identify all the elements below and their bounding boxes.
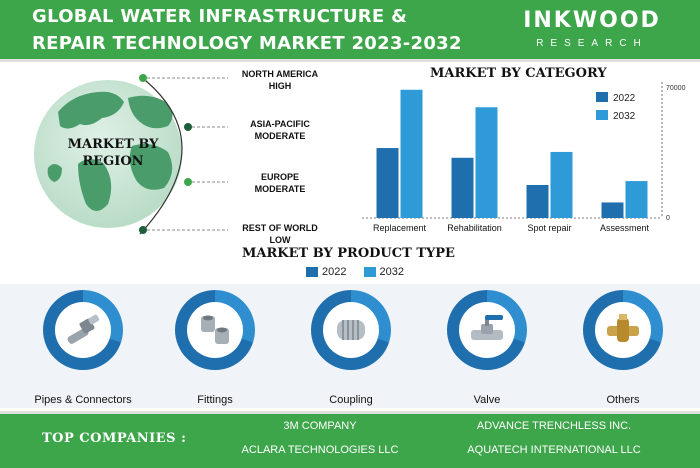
- x-tick-label: Spot repair: [527, 223, 571, 233]
- legend-label: 2032: [379, 266, 405, 279]
- brass-fitting-icon: [607, 314, 639, 342]
- product-fittings: Fittings: [160, 290, 270, 410]
- region-section-title: MARKET BY REGION: [58, 136, 168, 170]
- product-donut: [43, 290, 123, 370]
- x-tick-label: Assessment: [600, 223, 650, 233]
- brand-logo-name: INKWOOD: [523, 8, 661, 33]
- legend-swatch-2022: [596, 92, 608, 102]
- bar-2022-3: [601, 202, 624, 218]
- bar-2022-0: [376, 148, 399, 218]
- company-3m: 3M COMPANY: [283, 420, 357, 432]
- top-companies-title: TOP COMPANIES :: [42, 431, 187, 446]
- legend-swatch-2032: [596, 110, 608, 120]
- region-label-asia-pacific: ASIA-PACIFIC MODERATE: [210, 118, 350, 142]
- donut-hole: [459, 302, 515, 358]
- bar-2032-0: [400, 89, 423, 219]
- top-companies-footer: TOP COMPANIES : 3M COMPANY ADVANCE TRENC…: [0, 411, 700, 468]
- company-aquatech: AQUATECH INTERNATIONAL LLC: [467, 444, 641, 456]
- donut-hole: [55, 302, 111, 358]
- product-donut: [175, 290, 255, 370]
- donut-hole: [187, 302, 243, 358]
- company-advance-trenchless: ADVANCE TRENCHLESS INC.: [476, 420, 632, 432]
- region-label-rest-of-world: REST OF WORLD LOW: [210, 222, 350, 246]
- pipe-connector-icon: [67, 314, 100, 344]
- product-donut: [447, 290, 527, 370]
- fittings-icon: [201, 315, 229, 344]
- brand-logo-subtitle: RESEARCH: [536, 38, 648, 49]
- coupling-icon: [337, 320, 365, 340]
- product-valve: Valve: [432, 290, 542, 410]
- legend-label-2032: 2032: [613, 111, 636, 122]
- product-others: Others: [568, 290, 678, 410]
- donut-hole: [323, 302, 379, 358]
- region-name: REST OF WORLD: [242, 223, 318, 233]
- product-label: Others: [606, 394, 640, 406]
- x-tick-label: Rehabilitation: [447, 223, 502, 233]
- category-chart-title: MARKET BY CATEGORY: [430, 66, 607, 81]
- product-label: Coupling: [329, 394, 373, 406]
- region-level: MODERATE: [254, 131, 306, 141]
- bar-2022-1: [451, 157, 474, 218]
- product-legend-item-2032: 2032: [363, 266, 405, 279]
- product-label: Valve: [473, 394, 501, 406]
- title-line-1: GLOBAL WATER INFRASTRUCTURE &: [32, 6, 408, 27]
- bar-2032-1: [475, 107, 498, 218]
- bar-2032-2: [550, 151, 573, 218]
- product-coupling: Coupling: [296, 290, 406, 410]
- product-legend: 2022 2032: [306, 266, 418, 278]
- region-label-north-america: NORTH AMERICA HIGH: [210, 68, 350, 92]
- title-line-2: REPAIR TECHNOLOGY MARKET 2023-2032: [32, 33, 462, 54]
- valve-icon: [471, 315, 503, 340]
- product-donut: [311, 290, 391, 370]
- region-level: MODERATE: [254, 184, 306, 194]
- globe-icon: [34, 74, 228, 235]
- bar-2022-2: [526, 184, 549, 218]
- region-level: LOW: [269, 235, 291, 245]
- x-tick-label: Replacement: [373, 223, 427, 233]
- region-level: HIGH: [268, 81, 292, 91]
- region-name: ASIA-PACIFIC: [250, 119, 310, 129]
- legend-label-2022: 2022: [613, 93, 636, 104]
- company-aclara: ACLARA TECHNOLOGIES LLC: [241, 444, 399, 456]
- region-name: EUROPE: [260, 172, 299, 182]
- header-banner: GLOBAL WATER INFRASTRUCTURE & REPAIR TEC…: [0, 0, 700, 62]
- region-title-line-2: REGION: [82, 154, 144, 169]
- region-label-europe: EUROPE MODERATE: [210, 171, 350, 195]
- product-legend-item-2022: 2022: [306, 266, 346, 278]
- y-tick-label: 0: [666, 215, 670, 222]
- legend-swatch: [306, 267, 318, 278]
- product-pipes-connectors: Pipes & Connectors: [28, 290, 138, 410]
- y-tick-label: 70000: [666, 85, 686, 92]
- bar-2032-3: [625, 181, 648, 218]
- product-section-title: MARKET BY PRODUCT TYPE: [242, 246, 455, 261]
- region-title-line-1: MARKET BY: [67, 137, 159, 152]
- product-donut: [583, 290, 663, 370]
- legend-swatch: [363, 267, 376, 278]
- legend-label: 2022: [322, 266, 347, 279]
- product-label: Fittings: [197, 394, 233, 406]
- donut-hole: [595, 302, 651, 358]
- region-name: NORTH AMERICA: [241, 69, 319, 79]
- product-label: Pipes & Connectors: [34, 394, 132, 406]
- category-bar-chart: 70000 0 Replacement Rehabilitation Spot repa…: [362, 82, 686, 233]
